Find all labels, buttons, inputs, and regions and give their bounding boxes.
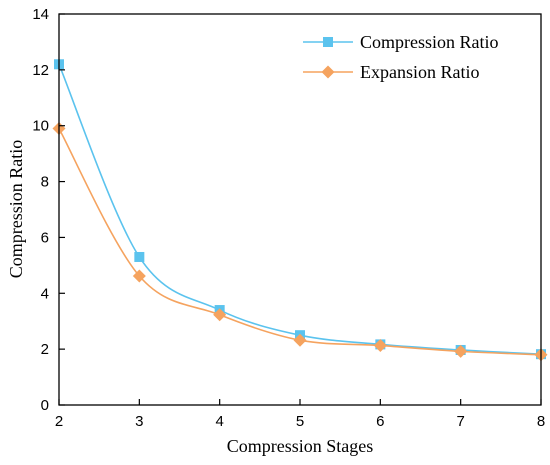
y-tick-label: 14 xyxy=(32,6,49,23)
expansion-ratio-point xyxy=(293,333,307,347)
y-tick-label: 4 xyxy=(41,285,49,302)
y-axis-title: Compression Ratio xyxy=(6,140,26,279)
y-tick-label: 2 xyxy=(41,341,49,358)
x-tick-label: 8 xyxy=(537,413,545,430)
y-tick-label: 6 xyxy=(41,229,49,246)
expansion-ratio-point xyxy=(213,308,227,322)
legend-compression-ratio-label: Compression Ratio xyxy=(360,32,499,52)
x-tick-label: 7 xyxy=(456,413,464,430)
expansion-ratio-point xyxy=(132,269,146,283)
compression-ratio-line xyxy=(58,63,542,355)
x-tick-label: 3 xyxy=(135,413,143,430)
legend-compression-ratio-marker xyxy=(323,37,333,47)
x-tick-label: 4 xyxy=(215,413,223,430)
x-tick-label: 5 xyxy=(296,413,304,430)
y-tick-label: 8 xyxy=(41,174,49,191)
x-tick-label: 2 xyxy=(55,413,63,430)
y-tick-label: 10 xyxy=(32,118,49,135)
legend-expansion-ratio-label: Expansion Ratio xyxy=(360,62,480,82)
y-tick-label: 0 xyxy=(41,397,49,414)
y-tick-label: 12 xyxy=(32,62,49,79)
compression-ratio-point xyxy=(134,251,145,262)
legend-expansion-ratio-marker xyxy=(321,65,335,79)
expansion-ratio-point xyxy=(373,339,387,353)
expansion-ratio-point xyxy=(454,344,468,358)
x-axis-title: Compression Stages xyxy=(227,436,374,456)
x-tick-label: 6 xyxy=(376,413,384,430)
